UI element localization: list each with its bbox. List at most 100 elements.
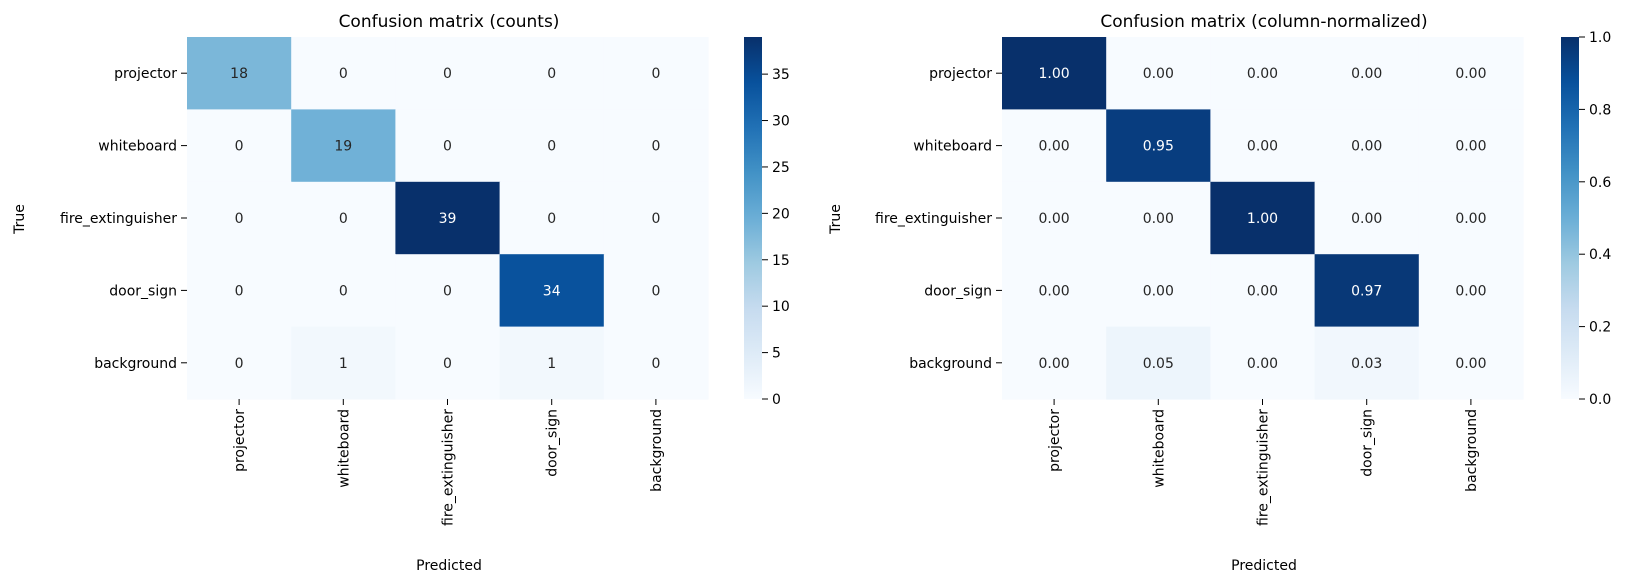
colorbar-normalized: 0.0 0.2 0.4 0.6 0.8 1.0 [1561, 30, 1611, 408]
cell-value-normalized: 0.00 [1143, 283, 1174, 299]
cell-normalized-whiteboard-fire-extinguisher [1210, 109, 1316, 183]
cell-value-counts: 0 [443, 283, 452, 299]
cell-counts-projector-projector [187, 37, 292, 110]
colorbar-tick-label: 25 [772, 160, 790, 176]
cell-value-normalized: 0.00 [1351, 66, 1382, 82]
y-tick-label-whiteboard: whiteboard [98, 139, 177, 155]
y-tick-label-background: background [94, 356, 177, 372]
y-tick-label-projector: projector [114, 66, 177, 82]
cell-value-counts: 0 [651, 283, 660, 299]
colorbar-tick-label: 0.4 [1589, 247, 1611, 263]
cell-counts-whiteboard-projector [187, 109, 292, 183]
cell-normalized-whiteboard-door-sign [1314, 109, 1420, 183]
y-axis-label-normalized: True [828, 204, 844, 235]
cell-normalized-background-projector [1002, 326, 1107, 400]
cell-counts-projector-background [603, 37, 709, 110]
colorbar-tick-label: 0.8 [1589, 102, 1611, 118]
cell-counts-background-projector [187, 326, 292, 400]
cell-value-normalized: 0.00 [1351, 211, 1382, 227]
heatmap-counts: Confusion matrix (counts) 18 0 0 0 00 19 0 0 00 0… [12, 12, 790, 574]
colorbar-tick-label: 10 [772, 299, 790, 315]
cell-normalized-background-whiteboard [1106, 326, 1211, 400]
cell-value-normalized: 0.00 [1455, 66, 1486, 82]
cell-value-normalized: 0.95 [1143, 139, 1174, 155]
cell-value-normalized: 0.97 [1351, 283, 1382, 299]
colorbar-tick-label: 35 [772, 67, 790, 83]
colorbar-ticks-normalized: 0.0 0.2 0.4 0.6 0.8 1.0 [1579, 30, 1611, 408]
y-tick-label-door-sign: door_sign [924, 283, 992, 299]
cell-counts-projector-whiteboard [291, 37, 396, 110]
cell-value-normalized: 0.00 [1455, 139, 1486, 155]
y-ticks-normalized: projector whiteboard fire_extinguisherdoor… [875, 66, 1002, 372]
x-tick-label-background: background [1464, 409, 1480, 492]
cell-value-counts: 34 [543, 283, 561, 299]
colorbar-counts: 0 5 10 15 20 25 30 35 [744, 37, 790, 408]
cell-normalized-fire-extinguisher-background [1418, 181, 1524, 255]
cell-normalized-fire-extinguisher-door-sign [1314, 181, 1420, 255]
colorbar-tick-label: 0 [772, 392, 781, 408]
cell-counts-fire-extinguisher-door-sign [499, 181, 605, 255]
cell-counts-door-sign-door-sign [499, 254, 605, 328]
x-ticks-counts: projector whiteboard fire_extinguisher door… [232, 399, 665, 526]
cell-normalized-projector-fire-extinguisher [1210, 37, 1316, 110]
x-tick-label-door-sign: door_sign [545, 409, 561, 477]
y-tick-label-fire-extinguisher: fire_extinguisher [60, 211, 177, 227]
cell-value-counts: 0 [547, 139, 556, 155]
cell-normalized-background-fire-extinguisher [1210, 326, 1316, 400]
cell-counts-door-sign-whiteboard [291, 254, 396, 328]
cell-normalized-projector-door-sign [1314, 37, 1420, 110]
cell-normalized-projector-whiteboard [1106, 37, 1211, 110]
cell-counts-background-fire-extinguisher [395, 326, 501, 400]
cell-normalized-door-sign-background [1418, 254, 1524, 328]
cell-value-counts: 1 [339, 356, 348, 372]
x-tick-label-projector: projector [1047, 409, 1063, 472]
cell-value-normalized: 0.00 [1039, 283, 1070, 299]
cell-value-counts: 0 [443, 356, 452, 372]
x-tick-label-background: background [649, 409, 665, 492]
cells-counts: 18 0 0 0 0 0 19 0 0 0 0 0 39 0 0 0 0 0 34 0 0 1 0 1 0 [187, 37, 709, 400]
y-tick-label-projector: projector [929, 66, 992, 82]
cell-value-normalized: 0.00 [1247, 139, 1278, 155]
cell-value-counts: 39 [439, 211, 457, 227]
cell-value-counts: 0 [547, 211, 556, 227]
cell-normalized-door-sign-whiteboard [1106, 254, 1211, 328]
cell-normalized-projector-background [1418, 37, 1524, 110]
cell-value-normalized: 0.00 [1039, 211, 1070, 227]
cell-value-counts: 0 [339, 283, 348, 299]
colorbar-tick-label: 5 [772, 346, 781, 362]
cell-value-counts: 0 [651, 139, 660, 155]
cell-counts-projector-door-sign [499, 37, 605, 110]
y-tick-label-whiteboard: whiteboard [913, 139, 992, 155]
cell-value-counts: 0 [443, 66, 452, 82]
cell-value-normalized: 0.00 [1247, 283, 1278, 299]
cell-value-counts: 0 [235, 356, 244, 372]
heatmap-normalized: Confusion matrix (column-normalized) 1.0… [828, 12, 1611, 574]
x-ticks-normalized: projector whiteboard fire_extinguisher door… [1047, 399, 1480, 526]
cell-counts-door-sign-background [603, 254, 709, 328]
x-tick-label-fire-extinguisher: fire_extinguisher [441, 409, 457, 526]
cell-counts-fire-extinguisher-projector [187, 181, 292, 255]
cell-value-normalized: 0.00 [1455, 283, 1486, 299]
cell-counts-background-door-sign [499, 326, 605, 400]
cell-value-counts: 0 [235, 211, 244, 227]
cell-value-normalized: 0.03 [1351, 356, 1382, 372]
colorbar-tick-label: 0.2 [1589, 320, 1611, 336]
cell-counts-fire-extinguisher-background [603, 181, 709, 255]
cell-counts-projector-fire-extinguisher [395, 37, 501, 110]
x-tick-label-projector: projector [232, 409, 248, 472]
colorbar-tick-label: 1.0 [1589, 30, 1611, 46]
cell-normalized-whiteboard-background [1418, 109, 1524, 183]
cell-value-normalized: 0.05 [1143, 356, 1174, 372]
cell-value-counts: 0 [651, 356, 660, 372]
cell-counts-background-background [603, 326, 709, 400]
cell-counts-whiteboard-fire-extinguisher [395, 109, 501, 183]
x-axis-label-normalized: Predicted [1231, 558, 1297, 574]
cell-counts-door-sign-projector [187, 254, 292, 328]
cell-value-normalized: 0.00 [1455, 211, 1486, 227]
cell-value-normalized: 0.00 [1351, 139, 1382, 155]
colorbar-tick-label: 0.6 [1589, 175, 1611, 191]
colorbar-gradient-counts [744, 37, 762, 399]
cell-value-counts: 19 [334, 139, 352, 155]
cell-normalized-door-sign-fire-extinguisher [1210, 254, 1316, 328]
x-tick-label-whiteboard: whiteboard [336, 409, 352, 488]
